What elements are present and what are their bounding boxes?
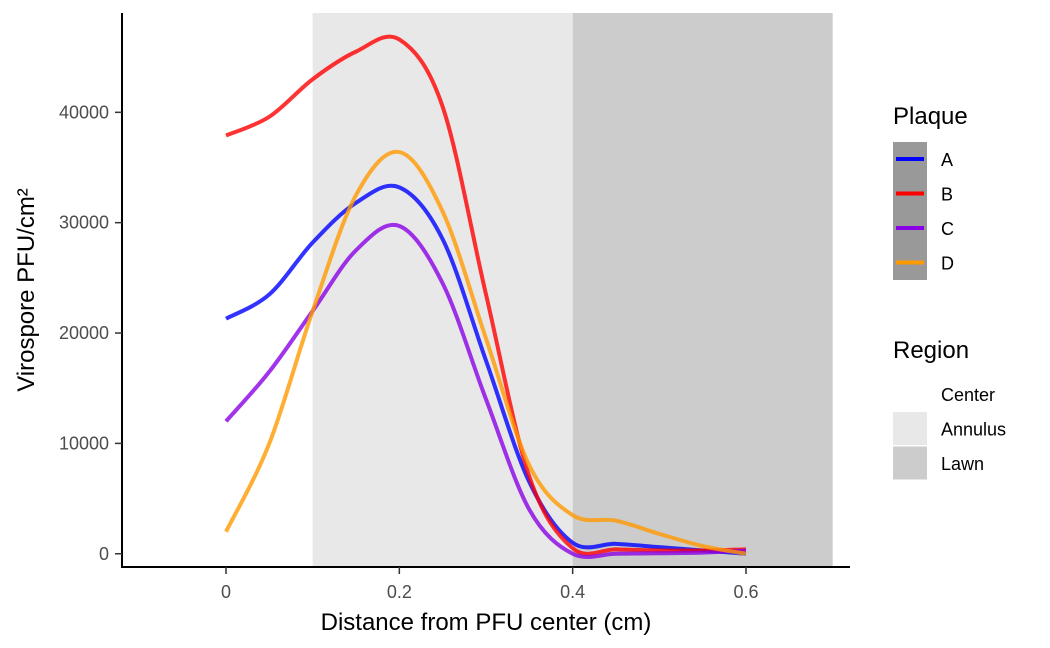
x-axis-title: Distance from PFU center (cm) [321, 609, 652, 636]
series-lines [224, 34, 747, 560]
legend-region-title: Region [893, 337, 969, 364]
y-tick-label: 30000 [59, 213, 109, 233]
y-tick-label: 20000 [59, 323, 109, 343]
x-tick-label: 0 [221, 582, 231, 602]
region-band-center [122, 13, 313, 567]
x-tick-label: 0.2 [387, 582, 412, 602]
x-axis-ticks: 0 0.2 0.4 0.6 [221, 567, 759, 602]
y-axis-ticks: 0 10000 20000 30000 40000 [59, 102, 122, 564]
legend-label-a: A [941, 150, 953, 170]
legend-region: Region Center Annulus Lawn [893, 337, 1006, 480]
x-tick-label: 0.6 [733, 582, 758, 602]
legend-label-b: B [941, 185, 953, 205]
legend-key-lawn [893, 446, 927, 480]
region-bands [122, 13, 833, 567]
legend-label-center: Center [941, 385, 995, 405]
legend-label-annulus: Annulus [941, 420, 1006, 440]
x-tick-label: 0.4 [560, 582, 585, 602]
legend-label-d: D [941, 254, 954, 274]
legend-key-center [893, 377, 927, 411]
series-line-b [225, 34, 747, 556]
axes: 0 0.2 0.4 0.6 0 10000 20000 30000 40000 [59, 13, 850, 602]
legend-label-lawn: Lawn [941, 454, 984, 474]
y-tick-label: 40000 [59, 102, 109, 122]
y-axis-title: Virospore PFU/cm² [13, 188, 40, 392]
series-line-a [225, 183, 747, 556]
region-band-lawn [572, 13, 833, 567]
legend-label-c: C [941, 219, 954, 239]
legend-plaque-title: Plaque [893, 103, 968, 130]
series-line-d [224, 149, 747, 556]
y-tick-label: 10000 [59, 433, 109, 453]
y-tick-label: 0 [99, 544, 109, 564]
legend-key-annulus [893, 412, 927, 445]
